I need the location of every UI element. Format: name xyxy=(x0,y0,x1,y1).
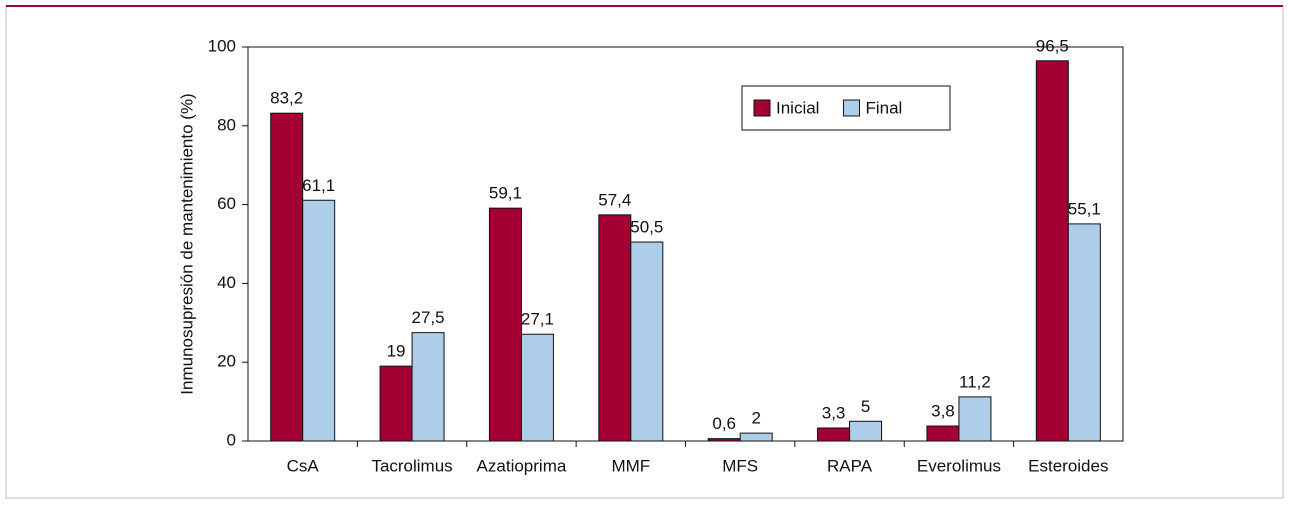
x-tick-label: MFS xyxy=(722,456,758,475)
data-label: 50,5 xyxy=(630,218,663,237)
bar xyxy=(739,432,773,442)
data-label: 3,8 xyxy=(931,402,955,421)
bar xyxy=(817,427,851,442)
data-label: 83,2 xyxy=(270,89,303,108)
x-tick-label: Azatioprima xyxy=(477,456,567,475)
plot-frame xyxy=(247,46,1124,442)
data-label: 59,1 xyxy=(489,184,522,203)
bar xyxy=(926,425,960,442)
data-label: 96,5 xyxy=(1036,36,1069,55)
data-label: 5 xyxy=(861,397,870,416)
bar xyxy=(1067,223,1101,442)
data-label: 11,2 xyxy=(959,372,991,391)
x-tick-label: RAPA xyxy=(827,456,873,475)
y-tick-label: 0 xyxy=(227,430,236,449)
data-label: 3,3 xyxy=(822,403,846,422)
bar xyxy=(488,207,522,442)
y-tick-label: 80 xyxy=(217,115,236,134)
bar xyxy=(849,420,883,442)
legend-label: Inicial xyxy=(776,98,819,117)
data-label: 61,1 xyxy=(302,176,335,195)
bar xyxy=(520,333,554,442)
data-label: 57,4 xyxy=(598,190,631,209)
data-label: 27,5 xyxy=(412,308,445,327)
data-label: 2 xyxy=(751,409,760,428)
bar xyxy=(270,112,304,442)
bar xyxy=(598,214,632,442)
bar xyxy=(411,332,445,442)
data-label: 27,1 xyxy=(521,310,554,329)
x-tick-label: CsA xyxy=(287,456,320,475)
legend-swatch xyxy=(753,99,771,117)
y-tick-label: 20 xyxy=(217,352,236,371)
bar xyxy=(707,438,741,442)
x-tick-label: Tacrolimus xyxy=(371,456,452,475)
data-label: 55,1 xyxy=(1068,199,1101,218)
y-tick-label: 100 xyxy=(208,36,236,55)
y-tick-label: 60 xyxy=(217,194,236,213)
x-tick-label: Esteroides xyxy=(1028,456,1108,475)
data-label: 0,6 xyxy=(712,414,736,433)
y-axis-label: Inmunosupresión de mantenimiento (%) xyxy=(177,93,196,394)
bar xyxy=(958,396,992,442)
x-tick-label: Everolimus xyxy=(917,456,1001,475)
data-label: 19 xyxy=(387,342,406,361)
legend-swatch xyxy=(842,99,860,117)
legend-label: Final xyxy=(865,98,902,117)
bar xyxy=(630,241,664,442)
bar xyxy=(379,365,413,442)
x-tick-label: MMF xyxy=(611,456,650,475)
y-tick-label: 40 xyxy=(217,273,236,292)
bar xyxy=(1035,60,1069,442)
bar xyxy=(302,199,336,442)
